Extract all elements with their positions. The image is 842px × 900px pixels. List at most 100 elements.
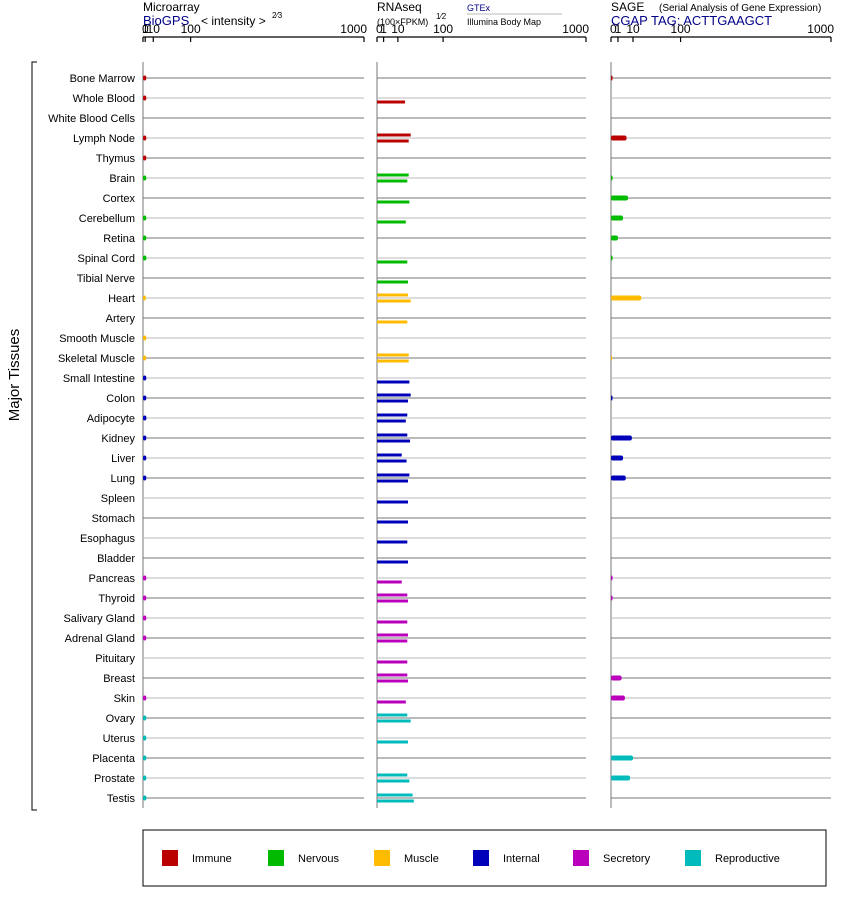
tissue-label: Lung bbox=[111, 473, 135, 485]
tissue-label: Heart bbox=[108, 293, 135, 305]
bar-microarray bbox=[143, 735, 147, 741]
rnaseq-source-gtex[interactable]: GTEx bbox=[467, 3, 491, 13]
bar-rnaseq bbox=[377, 799, 414, 803]
tissue-label: Colon bbox=[106, 393, 135, 405]
microarray-source-link[interactable]: BioGPS bbox=[143, 13, 190, 28]
axis-tick-label: 10 bbox=[626, 22, 640, 36]
legend-swatch-internal bbox=[473, 850, 489, 866]
legend: Immune Nervous Muscle Internal Secretory… bbox=[142, 829, 827, 887]
bar-rnaseq bbox=[377, 639, 408, 643]
tissue-label: Whole Blood bbox=[73, 93, 135, 105]
legend-box bbox=[142, 829, 827, 887]
bar-sage bbox=[611, 135, 627, 141]
tissue-label: Skeletal Muscle bbox=[58, 353, 135, 365]
bar-microarray bbox=[143, 235, 147, 241]
bar-rnaseq bbox=[377, 593, 408, 597]
bar-sage bbox=[611, 575, 613, 581]
tissue-label: Salivary Gland bbox=[63, 613, 135, 625]
bar-rnaseq bbox=[377, 173, 409, 177]
tissue-label: Ovary bbox=[106, 713, 136, 725]
panel-title-sage: SAGE bbox=[611, 0, 644, 14]
tissue-label: Retina bbox=[103, 233, 136, 245]
bar-microarray bbox=[143, 475, 147, 481]
tissue-label: Thymus bbox=[96, 153, 136, 165]
axis-tick-label: 100 bbox=[181, 22, 201, 36]
bar-sage bbox=[611, 75, 613, 81]
panel-title-rnaseq: RNAseq bbox=[377, 0, 422, 14]
bar-microarray bbox=[143, 595, 147, 601]
legend-label-secretory: Secretory bbox=[603, 853, 651, 865]
bar-microarray bbox=[143, 355, 147, 361]
axis-tick-label: 1000 bbox=[562, 22, 589, 36]
axis-tick-label: 0 bbox=[376, 22, 383, 36]
bar-rnaseq bbox=[377, 560, 408, 564]
bar-sage bbox=[611, 215, 624, 221]
tissue-label: Thyroid bbox=[98, 593, 135, 605]
microarray-exponent: 2⁄3 bbox=[272, 11, 283, 20]
bar-microarray bbox=[143, 775, 147, 781]
rnaseq-units: (100×FPKM) bbox=[377, 17, 428, 27]
bar-rnaseq bbox=[377, 439, 411, 443]
tissue-label: Lymph Node bbox=[73, 133, 135, 145]
legend-label-muscle: Muscle bbox=[404, 853, 439, 865]
bar-rnaseq bbox=[377, 473, 410, 477]
bar-sage bbox=[611, 695, 625, 701]
bar-rnaseq bbox=[377, 540, 408, 544]
bar-rnaseq bbox=[377, 200, 410, 204]
tissue-label: Spleen bbox=[101, 493, 135, 505]
legend-label-reproductive: Reproductive bbox=[715, 853, 780, 865]
tissue-label: Pituitary bbox=[95, 653, 135, 665]
tissue-label: Esophagus bbox=[80, 533, 136, 545]
bar-microarray bbox=[143, 375, 147, 381]
tissue-label: Placenta bbox=[92, 753, 136, 765]
bar-microarray bbox=[143, 255, 147, 261]
bar-microarray bbox=[143, 175, 147, 181]
bar-rnaseq bbox=[377, 719, 411, 723]
bar-rnaseq bbox=[377, 280, 408, 284]
bar-rnaseq bbox=[377, 433, 408, 437]
bar-sage bbox=[611, 675, 622, 681]
bar-rnaseq bbox=[377, 179, 408, 183]
bar-rnaseq bbox=[377, 419, 406, 423]
tissue-label: Stomach bbox=[92, 513, 135, 525]
bar-rnaseq bbox=[377, 633, 408, 637]
bar-rnaseq bbox=[377, 580, 402, 584]
bar-sage bbox=[611, 755, 633, 761]
bar-rnaseq bbox=[377, 679, 408, 683]
bar-rnaseq bbox=[377, 133, 411, 137]
bar-rnaseq bbox=[377, 299, 411, 303]
bar-sage bbox=[611, 775, 631, 781]
bar-rnaseq bbox=[377, 500, 408, 504]
legend-swatch-secretory bbox=[573, 850, 589, 866]
bar-sage bbox=[611, 395, 613, 401]
bar-rnaseq bbox=[377, 673, 408, 677]
bar-rnaseq bbox=[377, 620, 408, 624]
bar-rnaseq bbox=[377, 599, 408, 603]
bar-microarray bbox=[143, 715, 147, 721]
tissue-label: Cortex bbox=[103, 193, 136, 205]
axis-tick-label: 1000 bbox=[807, 22, 834, 36]
bar-sage bbox=[611, 255, 613, 261]
tissue-label: Liver bbox=[111, 453, 135, 465]
tissue-label: Bone Marrow bbox=[70, 73, 135, 85]
tissue-label: Adipocyte bbox=[87, 413, 135, 425]
axis-tick-label: 1 bbox=[380, 22, 387, 36]
tissue-label: Skin bbox=[114, 693, 135, 705]
rnaseq-source-illumina: Illumina Body Map bbox=[467, 17, 541, 27]
sage-tag-link[interactable]: CGAP TAG: ACTTGAAGCT bbox=[611, 13, 772, 28]
bar-sage bbox=[611, 175, 613, 181]
bar-sage bbox=[611, 455, 624, 461]
axis-tick-label: 100 bbox=[433, 22, 453, 36]
bar-rnaseq bbox=[377, 793, 413, 797]
bar-rnaseq bbox=[377, 220, 406, 224]
bar-sage bbox=[611, 595, 613, 601]
panel-title-microarray: Microarray bbox=[143, 0, 200, 14]
legend-swatch-muscle bbox=[374, 850, 390, 866]
tissue-label: White Blood Cells bbox=[48, 113, 135, 125]
bar-microarray bbox=[143, 635, 147, 641]
bar-microarray bbox=[143, 335, 147, 341]
tissue-label: Spinal Cord bbox=[78, 253, 135, 265]
bar-rnaseq bbox=[377, 413, 408, 417]
legend-swatch-immune bbox=[162, 850, 178, 866]
bar-microarray bbox=[143, 795, 147, 801]
